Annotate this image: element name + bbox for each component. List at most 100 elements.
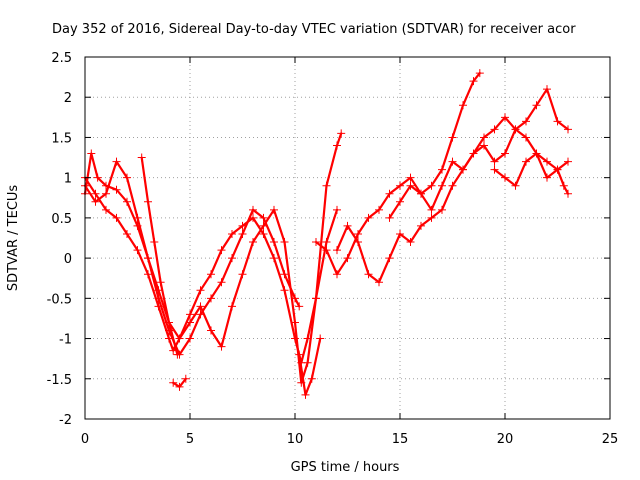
x-tick-label: 15 bbox=[392, 432, 409, 447]
data-point bbox=[291, 318, 299, 327]
data-point bbox=[333, 205, 341, 214]
data-point bbox=[249, 205, 257, 214]
data-point bbox=[169, 378, 178, 387]
y-tick-label: 1 bbox=[64, 172, 72, 187]
series-sat-j bbox=[490, 149, 572, 198]
data-point bbox=[417, 221, 425, 230]
grid-lines bbox=[85, 57, 610, 419]
y-axis-label: SDTVAR / TECUs bbox=[6, 185, 21, 292]
series-sat-g bbox=[312, 69, 484, 279]
data-point bbox=[123, 229, 131, 238]
data-point bbox=[559, 181, 568, 190]
data-point bbox=[385, 189, 394, 198]
data-point bbox=[343, 254, 352, 263]
data-point bbox=[469, 149, 478, 158]
series-sat-f bbox=[295, 334, 325, 399]
series-sat-c bbox=[81, 149, 304, 359]
data-point bbox=[303, 358, 312, 367]
data-point bbox=[307, 374, 316, 383]
data-point bbox=[354, 229, 362, 238]
data-point bbox=[364, 270, 373, 279]
data-point bbox=[175, 382, 184, 391]
data-point bbox=[532, 101, 541, 110]
data-point bbox=[270, 205, 278, 214]
data-point bbox=[406, 181, 415, 190]
data-point bbox=[312, 294, 320, 303]
data-point bbox=[196, 302, 205, 311]
data-point bbox=[280, 286, 289, 295]
y-tick-label: -1.5 bbox=[47, 373, 72, 388]
data-point bbox=[249, 238, 257, 247]
data-point bbox=[501, 173, 509, 182]
data-point bbox=[480, 133, 488, 142]
series-trace bbox=[388, 88, 570, 219]
data-point bbox=[459, 101, 467, 110]
data-point bbox=[396, 181, 404, 190]
data-point bbox=[91, 197, 100, 206]
data-point bbox=[354, 238, 362, 247]
data-point bbox=[175, 334, 184, 343]
data-point bbox=[333, 246, 341, 255]
data-point bbox=[228, 229, 236, 238]
data-point bbox=[144, 197, 152, 206]
y-tick-label: 1.5 bbox=[51, 131, 72, 146]
data-point bbox=[475, 69, 484, 78]
data-point bbox=[480, 141, 488, 150]
x-tick-label: 25 bbox=[602, 432, 619, 447]
data-point bbox=[511, 181, 520, 190]
data-point bbox=[112, 157, 121, 166]
data-point bbox=[295, 350, 304, 359]
data-point bbox=[123, 197, 131, 206]
data-point bbox=[181, 374, 190, 383]
series-trace bbox=[298, 337, 322, 396]
data-point bbox=[564, 189, 572, 198]
y-tick-label: -1 bbox=[59, 333, 72, 348]
data-point bbox=[150, 238, 159, 247]
data-point bbox=[259, 229, 268, 238]
x-tick-label: 5 bbox=[186, 432, 194, 447]
y-tick-label: 2.5 bbox=[51, 51, 72, 66]
data-point bbox=[112, 213, 121, 222]
data-point bbox=[375, 205, 383, 214]
data-point bbox=[291, 294, 299, 303]
data-point bbox=[322, 181, 331, 190]
data-point bbox=[295, 302, 304, 311]
data-point bbox=[322, 238, 331, 247]
data-point bbox=[522, 157, 530, 166]
data-point bbox=[375, 278, 383, 287]
data-point bbox=[133, 221, 142, 230]
data-point bbox=[259, 213, 268, 222]
x-tick-label: 10 bbox=[287, 432, 304, 447]
data-point bbox=[448, 133, 457, 142]
data-point bbox=[385, 213, 394, 222]
data-point bbox=[280, 270, 289, 279]
data-point bbox=[543, 157, 551, 166]
data-point bbox=[270, 254, 278, 263]
data-point bbox=[165, 318, 173, 327]
data-point bbox=[438, 181, 446, 190]
data-point bbox=[137, 153, 146, 162]
data-point bbox=[238, 229, 247, 238]
series-trace bbox=[493, 152, 570, 195]
data-point bbox=[217, 342, 226, 351]
data-point bbox=[522, 133, 530, 142]
plot-frame bbox=[84, 56, 611, 420]
data-point bbox=[196, 310, 205, 319]
data-point bbox=[553, 165, 562, 174]
series-sat-h bbox=[333, 125, 572, 287]
series-sat-i bbox=[385, 85, 572, 222]
data-point bbox=[322, 246, 331, 255]
data-point bbox=[280, 238, 289, 247]
data-point bbox=[501, 149, 509, 158]
data-point bbox=[217, 278, 226, 287]
data-point bbox=[490, 125, 499, 134]
data-point bbox=[102, 181, 110, 190]
data-point bbox=[459, 165, 467, 174]
series-sat-e bbox=[169, 374, 190, 391]
data-point bbox=[364, 213, 373, 222]
y-axis-ticks: -2 -1.5 -1 -0.5 0 0.5 1 1.5 2 2.5 bbox=[47, 51, 610, 428]
data-point bbox=[144, 270, 152, 279]
data-point bbox=[448, 181, 457, 190]
data-point bbox=[543, 173, 551, 182]
